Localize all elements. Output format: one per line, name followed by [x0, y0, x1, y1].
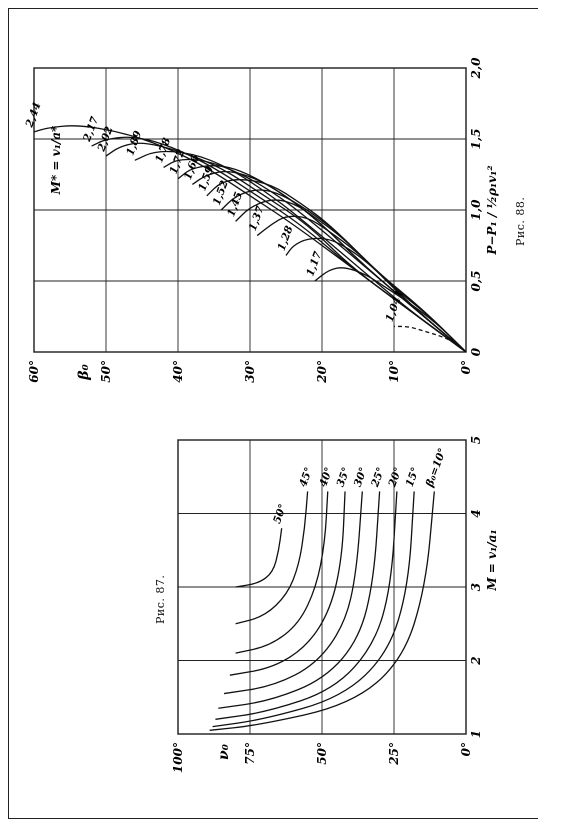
fig88-x-axis-title: P−P₁ / ½ρ₁v₁² — [485, 165, 499, 255]
fig87-series-line — [235, 491, 329, 654]
fig87-x-tick-label: 2 — [469, 656, 483, 665]
figure-88-caption: Рис. 88. — [514, 196, 527, 246]
fig88-y-tick-label: 30° — [243, 360, 257, 383]
fig87-y-tick-label: 75° — [243, 742, 257, 765]
fig87-y-tick-label: 100° — [171, 742, 185, 773]
fig88-series-label: 1,28 — [276, 224, 296, 253]
fig87-series-label: 50° — [271, 502, 289, 525]
fig87-series-line — [235, 491, 309, 625]
fig88-series-label: 2,44 — [23, 101, 43, 130]
fig87-series-label: 15° — [404, 466, 422, 489]
fig88-x-tick-label: 1,5 — [469, 129, 483, 150]
page-border-left — [8, 8, 9, 818]
fig87-series-label: 35° — [335, 466, 353, 489]
fig87-series-label: 20° — [386, 466, 404, 490]
fig87-series-line — [209, 491, 435, 731]
fig88-x-tick-label: 1,0 — [469, 199, 483, 221]
fig87-series-label: 40° — [317, 466, 335, 489]
fig88-series-line — [206, 179, 467, 353]
fig88-y-tick-label: 0° — [459, 360, 473, 374]
fig87-y-tick-label: 0° — [459, 742, 473, 756]
fig87-series-label: 25° — [369, 466, 387, 490]
fig88-legend-title: M* = v₁/a* — [49, 125, 63, 195]
fig87-series-label: β₀=10° — [424, 447, 449, 490]
fig88-y-tick-label: 20° — [315, 360, 329, 384]
fig88-y-tick-label: 10° — [387, 360, 401, 383]
fig88-series-line — [134, 150, 467, 353]
fig87-x-tick-label: 4 — [469, 509, 483, 517]
fig87-series-line — [223, 491, 363, 695]
figure-87-caption: Рис. 87. — [154, 574, 167, 624]
fig87-series-label: 45° — [297, 466, 315, 489]
fig88-series-line — [394, 325, 467, 353]
page-border-top — [8, 8, 538, 9]
page-border-bottom — [8, 818, 538, 819]
fig88-x-tick-label: 0,5 — [469, 271, 483, 292]
fig88-y-axis-title: β₀ — [76, 364, 92, 380]
fig88-y-tick-label: 40° — [171, 360, 185, 383]
fig87-series-line — [218, 491, 381, 709]
fig88-x-tick-label: 0 — [469, 347, 483, 356]
fig87-y-axis-title: ν₀ — [216, 744, 232, 760]
fig88-series-line — [235, 199, 467, 353]
fig87-series-line — [229, 491, 346, 676]
fig88-y-tick-label: 50° — [99, 360, 113, 383]
fig88-series-line — [220, 189, 467, 353]
fig88-x-tick-label: 2,0 — [469, 57, 483, 80]
fig87-series-line — [212, 491, 415, 728]
fig87-x-tick-label: 3 — [469, 583, 483, 591]
fig87-x-tick-label: 5 — [469, 436, 483, 444]
fig87-x-axis-title: M = v₁/a₁ — [485, 529, 499, 591]
fig88-series-label: 2,02 — [95, 125, 115, 154]
fig87-series-label: 30° — [352, 466, 370, 489]
fig87-y-tick-label: 25° — [387, 742, 401, 766]
fig87-series-line — [235, 528, 283, 588]
fig87-series-line — [215, 491, 398, 720]
fig87-y-tick-label: 50° — [315, 742, 329, 765]
fig88-series-line — [314, 267, 467, 353]
fig88-y-tick-label: 60° — [27, 360, 41, 383]
fig87-x-tick-label: 1 — [469, 730, 483, 738]
